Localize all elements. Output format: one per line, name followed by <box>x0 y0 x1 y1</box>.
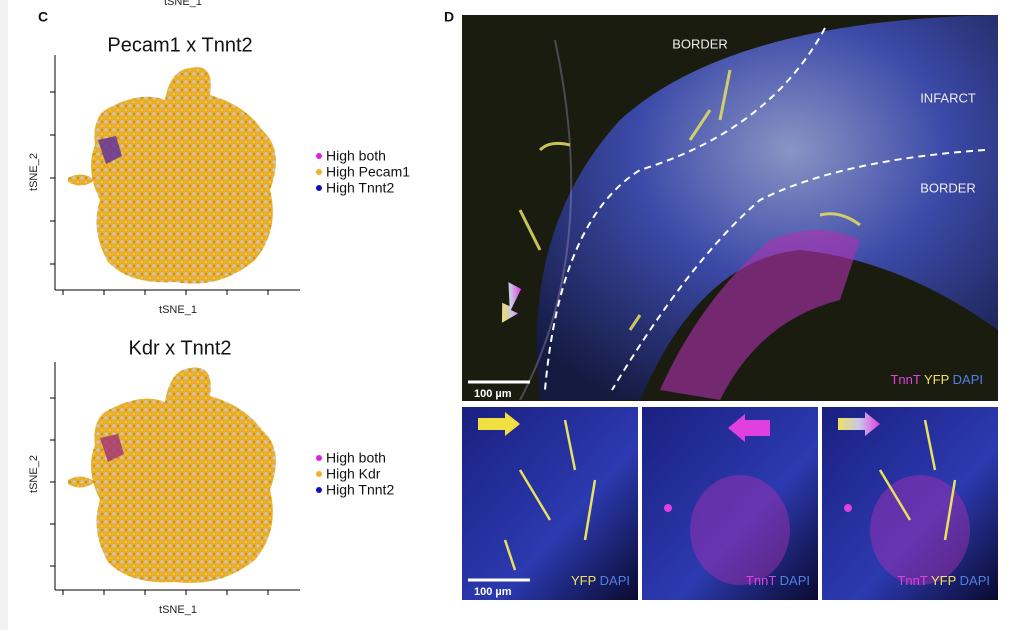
x-label: tSNE_1 <box>159 304 197 316</box>
channel-word: YFP <box>924 372 949 387</box>
annotation: BORDER <box>672 36 728 51</box>
micrograph: BORDER INFARCT BORDER 100 µm TnnT YFP DA… <box>462 15 998 401</box>
micrograph: 100 µm YFP DAPI <box>462 407 638 600</box>
legend-label: High both <box>326 148 386 164</box>
tsne-plot: Pecam1 x Tnnt2 tSNE_2 tSNE_1 High both H… <box>28 34 410 316</box>
legend-label: High Tnnt2 <box>326 482 394 498</box>
channel-word: DAPI <box>953 372 983 387</box>
cluster-accent <box>98 136 122 164</box>
page-edge <box>0 0 8 630</box>
plot-title: Pecam1 x Tnnt2 <box>107 34 252 56</box>
channel-word: TnnT <box>746 573 776 588</box>
legend-swatch <box>316 153 322 159</box>
micrograph: TnnT YFP DAPI <box>822 407 998 600</box>
cluster <box>68 67 276 284</box>
legend-swatch <box>316 455 322 461</box>
channel-word: YFP <box>931 573 956 588</box>
scale-bar-label: 100 µm <box>474 388 512 400</box>
panel-label: C <box>38 9 48 25</box>
legend-label: High Kdr <box>326 466 381 482</box>
legend-swatch <box>316 471 322 477</box>
ticks <box>50 91 269 295</box>
channel-word: DAPI <box>960 573 990 588</box>
annotation: BORDER <box>920 180 976 195</box>
y-label: tSNE_2 <box>28 153 40 191</box>
micrograph: TnnT DAPI <box>642 407 818 600</box>
channel-label: TnnT YFP DAPI <box>897 573 990 588</box>
legend-swatch <box>316 487 322 493</box>
x-label: tSNE_1 <box>159 604 197 616</box>
channel-word: TnnT <box>890 372 920 387</box>
channel-word: YFP <box>571 573 596 588</box>
cluster <box>68 367 276 584</box>
channel-label: TnnT YFP DAPI <box>890 372 983 387</box>
ticks <box>50 397 269 595</box>
top-fragment: tSNE_1 <box>164 0 202 8</box>
channel-word: DAPI <box>780 573 810 588</box>
channel-word: TnnT <box>897 573 927 588</box>
plot-title: Kdr x Tnnt2 <box>128 337 231 359</box>
annotation: INFARCT <box>920 90 976 105</box>
legend-swatch <box>316 169 322 175</box>
y-label: tSNE_2 <box>28 455 40 493</box>
cluster-accent <box>100 434 124 462</box>
legend-label: High Pecam1 <box>326 164 410 180</box>
channel-word: DAPI <box>600 573 630 588</box>
legend-label: High both <box>326 450 386 466</box>
tsne-plot: Kdr x Tnnt2 tSNE_2 tSNE_1 High both High… <box>28 337 395 616</box>
legend-label: High Tnnt2 <box>326 180 394 196</box>
legend-swatch <box>316 185 322 191</box>
channel-label: TnnT DAPI <box>746 573 810 588</box>
scale-bar-label: 100 µm <box>474 586 512 598</box>
channel-label: YFP DAPI <box>571 573 630 588</box>
panel-label: D <box>444 9 454 25</box>
